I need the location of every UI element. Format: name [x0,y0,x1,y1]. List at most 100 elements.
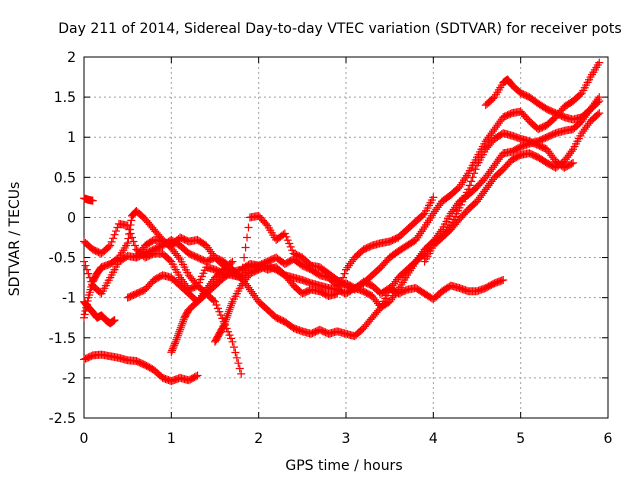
data-point [84,269,93,278]
data-point [170,341,179,350]
data-point [171,337,180,346]
data-point [545,149,554,158]
data-point [282,232,291,241]
x-axis-ticks: 0 1 2 3 4 5 6 [80,57,613,447]
data-point [388,293,397,302]
data-point [247,287,256,296]
data-point [473,197,481,206]
series-8 [132,109,604,341]
data-point [192,372,201,381]
data-point [244,283,253,292]
data-point [128,233,137,242]
chart-title: Day 211 of 2014, Sidereal Day-to-day VTE… [58,21,621,37]
data-point [391,289,400,298]
data-point [430,207,439,216]
data-point [490,161,499,170]
data-point [484,169,493,178]
data-point [244,223,253,232]
data-point [563,153,572,162]
data-point [283,236,292,245]
data-point [130,241,139,250]
data-point [494,155,503,164]
data-point [219,323,228,332]
data-point [85,273,94,282]
data-point [564,151,573,160]
data-point [442,227,451,236]
data-point [81,307,90,316]
data-point [177,321,186,330]
data-point [106,241,115,250]
data-point [82,300,91,309]
data-point [226,303,235,312]
data-point [390,291,399,300]
data-point [334,285,343,294]
data-point [583,121,592,130]
data-point [416,251,425,260]
data-point [82,303,91,312]
data-point [237,281,246,290]
data-point [209,296,218,305]
data-point [388,281,397,290]
data-point [411,257,420,266]
data-point [237,369,246,378]
data-point [429,209,438,218]
data-point [238,279,247,288]
data-point [176,273,185,282]
series-2 [80,350,202,386]
data-point [234,359,243,368]
data-point [445,223,454,232]
data-point [286,242,295,251]
data-points [80,58,604,386]
data-point [212,301,221,310]
data-point [465,181,474,190]
data-point [494,119,503,128]
data-point [250,291,259,300]
data-point [544,147,553,156]
data-point [83,297,92,306]
data-point [387,283,396,292]
data-point [231,348,240,357]
data-point [173,331,182,340]
data-point [213,304,222,313]
data-point [339,273,348,282]
data-point [227,301,236,310]
y-axis-label: SDTVAR / TECUs [7,182,23,297]
data-point [484,181,493,190]
data-point [112,227,121,236]
data-point [87,277,96,286]
data-point [337,277,346,286]
series-9 [167,257,237,357]
data-point [595,93,604,102]
data-point [576,90,585,99]
data-point [387,295,396,304]
data-point [224,309,233,318]
data-point [347,257,356,266]
series-1 [80,194,97,205]
data-point [178,277,187,286]
data-point [499,276,508,285]
data-point [346,259,355,268]
data-point [475,193,484,202]
data-point [595,58,604,67]
data-point [215,307,224,316]
data-point [490,125,499,134]
data-point [344,261,353,270]
data-point [593,95,602,104]
data-point [178,317,187,326]
data-point [483,183,492,192]
data-point [390,279,399,288]
data-point [435,201,444,210]
data-point [261,219,270,228]
x-tick-label: 0 [80,431,89,447]
data-point [587,103,596,112]
data-point [470,169,479,178]
data-point [80,257,88,266]
data-point [478,189,487,198]
y-tick-label: 1.5 [54,90,76,106]
data-point [202,285,211,294]
data-point [419,210,428,219]
y-tick-label: 0.5 [54,170,76,186]
data-point [486,167,495,176]
data-point [343,263,352,272]
data-point [414,253,423,262]
